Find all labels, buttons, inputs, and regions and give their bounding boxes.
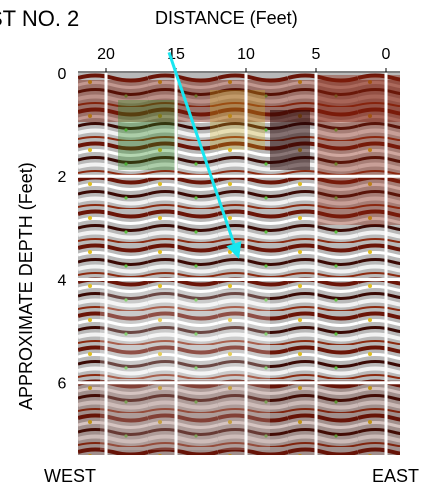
radar-zone-e [100,290,270,450]
x-tick-label-5: 5 [312,46,321,63]
radar-zone-c [270,110,310,170]
chart-title: ST NO. 2 [0,6,80,31]
x-tick-label-10: 10 [237,46,255,63]
x-axis-title: DISTANCE (Feet) [155,8,298,28]
radar-background [78,73,400,455]
arrow-head [226,241,242,259]
y-tick-labels: 0 2 4 6 [58,66,67,393]
y-tick-label-4: 4 [58,272,67,289]
arrow-shaft [167,51,236,245]
radar-band-top [78,80,400,122]
radar-zone-a [118,100,178,170]
annotation-arrow [167,51,242,259]
x-tick-labels: 20 15 10 5 0 [97,46,391,72]
x-tick-label-20: 20 [97,46,115,63]
y-tick-label-2: 2 [58,169,67,186]
radar-zone-b [210,90,265,150]
west-direction-label: WEST [44,466,96,486]
grid-lines [78,73,400,455]
y-tick-label-6: 6 [58,376,67,393]
radar-zone-f [78,380,400,455]
y-tick-label-0: 0 [58,66,67,83]
x-tick-label-0: 0 [382,46,391,63]
east-direction-label: EAST [372,466,420,486]
